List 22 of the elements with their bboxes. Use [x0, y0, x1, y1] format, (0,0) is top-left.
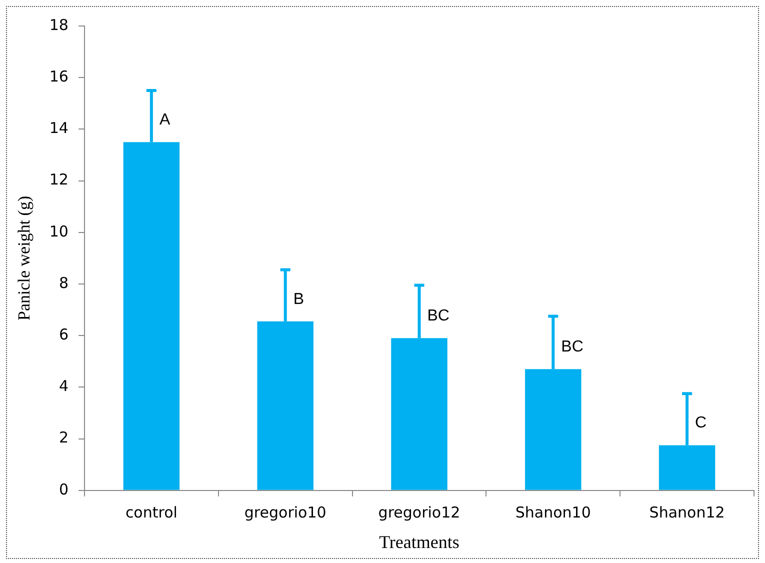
annotation: A [159, 112, 170, 129]
annotation: BC [561, 338, 584, 356]
y-tick-label: 12 [49, 170, 68, 189]
y-tick-label: 2 [58, 428, 68, 447]
x-axis-title: Treatments [379, 532, 460, 552]
y-tick-label: 16 [49, 67, 68, 86]
x-tick-label: gregorio12 [378, 503, 460, 522]
y-tick-label: 4 [58, 377, 68, 396]
y-tick-label: 14 [49, 119, 68, 138]
y-tick-label: 8 [58, 274, 68, 292]
y-tick-label: 6 [58, 325, 68, 344]
y-tick-label: 18 [49, 16, 68, 34]
annotation: B [293, 290, 304, 308]
annotation: C [695, 414, 707, 432]
x-tick-label: control [125, 503, 178, 522]
y-tick-label: 10 [49, 222, 68, 240]
x-tick-label: Shanon10 [515, 503, 591, 522]
x-tick-label: Shanon12 [649, 503, 725, 522]
y-axis-title: Panicle weight (g) [14, 196, 34, 321]
x-tick-label: gregorio10 [244, 503, 326, 522]
y-tick-label: 0 [58, 480, 68, 498]
annotation: BC [427, 308, 450, 325]
